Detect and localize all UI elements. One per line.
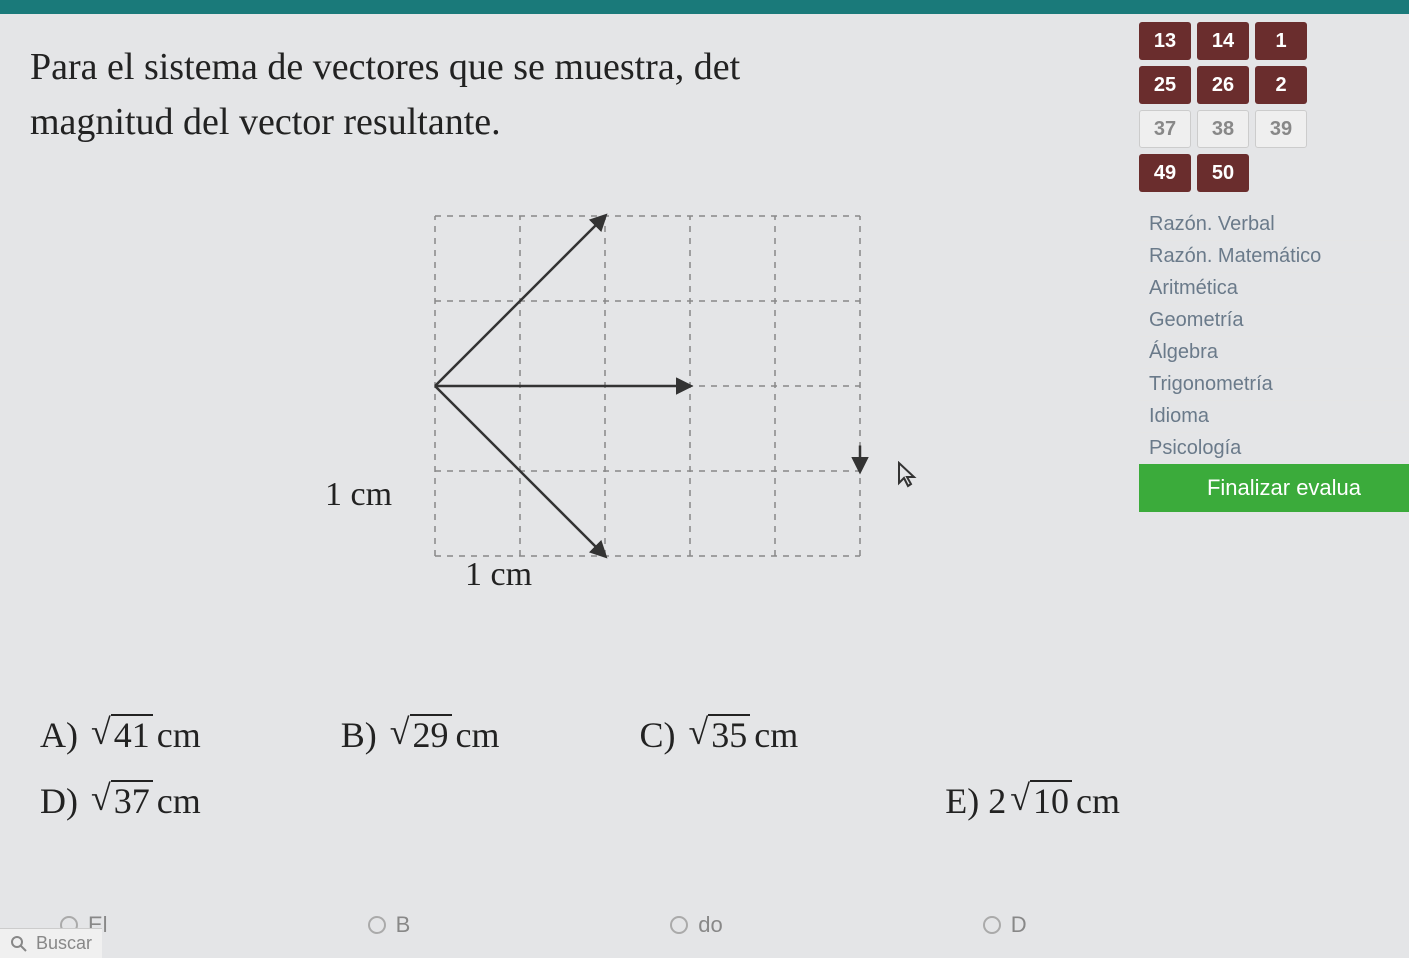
qnav-cell-38[interactable]: 38	[1197, 110, 1249, 148]
cursor-icon	[895, 461, 923, 489]
search-icon	[10, 935, 28, 953]
subject-item[interactable]: Aritmética	[1139, 273, 1409, 305]
window-top-bar	[0, 0, 1409, 14]
answer-b-rad: 29	[410, 714, 452, 756]
main-area: Para el sistema de vectores que se muest…	[0, 14, 1409, 958]
qnav-cell-26[interactable]: 26	[1197, 66, 1249, 104]
answer-c[interactable]: C) √35 cm	[640, 714, 799, 756]
answer-d[interactable]: D) √37 cm	[40, 780, 201, 822]
radio-option[interactable]: do	[670, 912, 722, 938]
qnav-cell-2x[interactable]: 2	[1255, 66, 1307, 104]
taskbar-search[interactable]: Buscar	[0, 928, 102, 958]
radio-icon	[983, 916, 1001, 934]
answer-letter: B)	[341, 714, 386, 756]
question-line-1: Para el sistema de vectores que se muest…	[30, 46, 740, 88]
x-unit-label: 1 cm	[465, 556, 532, 594]
qnav-cell-14[interactable]: 14	[1197, 22, 1249, 60]
bottom-answer-radios: El B do D	[0, 912, 1409, 938]
answer-c-rad: 35	[708, 714, 750, 756]
radio-option[interactable]: D	[983, 912, 1027, 938]
answer-b-unit: cm	[456, 714, 500, 756]
vector-diagram-svg	[395, 206, 955, 566]
answer-d-unit: cm	[157, 780, 201, 822]
answer-letter: A)	[40, 714, 87, 756]
answer-e[interactable]: E) 2 √10 cm	[945, 780, 1120, 822]
answer-letter: E)	[945, 780, 988, 822]
answer-a-rad: 41	[111, 714, 153, 756]
qnav-row: 25 26 2	[1139, 66, 1409, 104]
qnav-row: 13 14 1	[1139, 22, 1409, 60]
qnav-cell-50[interactable]: 50	[1197, 154, 1249, 192]
qnav-cell-37[interactable]: 37	[1139, 110, 1191, 148]
subject-item[interactable]: Trigonometría	[1139, 369, 1409, 401]
qnav-cell-25[interactable]: 25	[1139, 66, 1191, 104]
answer-a[interactable]: A) √41 cm	[40, 714, 201, 756]
subject-item[interactable]: Psicología	[1139, 433, 1409, 465]
answer-d-rad: 37	[111, 780, 153, 822]
radio-option[interactable]: B	[368, 912, 411, 938]
question-text: Para el sistema de vectores que se muest…	[30, 40, 1110, 150]
y-unit-label: 1 cm	[325, 476, 392, 514]
finalize-button[interactable]: Finalizar evalua	[1139, 464, 1409, 512]
qnav-cell-49[interactable]: 49	[1139, 154, 1191, 192]
radio-label: do	[698, 912, 722, 938]
vector-diagram: 1 cm 1 cm	[395, 206, 955, 586]
radio-label: B	[396, 912, 411, 938]
answer-a-unit: cm	[157, 714, 201, 756]
answer-options: A) √41 cm B) √29 cm C) √35 cm D) √37 cm	[40, 714, 1120, 846]
qnav-row: 49 50	[1139, 154, 1409, 192]
answer-e-rad: 10	[1030, 780, 1072, 822]
qnav-row: 37 38 39	[1139, 110, 1409, 148]
search-hint: Buscar	[36, 933, 92, 954]
subject-item[interactable]: Razón. Verbal	[1139, 209, 1409, 241]
qnav-cell-13[interactable]: 13	[1139, 22, 1191, 60]
answer-e-coef: 2	[988, 780, 1006, 822]
subject-list: Razón. Verbal Razón. Matemático Aritméti…	[1139, 209, 1409, 465]
question-line-2: magnitud del vector resultante.	[30, 101, 501, 143]
answer-e-unit: cm	[1076, 780, 1120, 822]
radio-icon	[670, 916, 688, 934]
answer-c-unit: cm	[754, 714, 798, 756]
subject-item[interactable]: Álgebra	[1139, 337, 1409, 369]
subject-item[interactable]: Idioma	[1139, 401, 1409, 433]
qnav-cell-39[interactable]: 39	[1255, 110, 1307, 148]
radio-icon	[368, 916, 386, 934]
qnav-cell-1x[interactable]: 1	[1255, 22, 1307, 60]
subject-item[interactable]: Geometría	[1139, 305, 1409, 337]
subject-item[interactable]: Razón. Matemático	[1139, 241, 1409, 273]
radio-label: D	[1011, 912, 1027, 938]
question-navigator: 13 14 1 25 26 2 37 38 39 49 50	[1139, 22, 1409, 198]
answer-letter: D)	[40, 780, 87, 822]
answer-letter: C)	[640, 714, 685, 756]
answer-b[interactable]: B) √29 cm	[341, 714, 500, 756]
